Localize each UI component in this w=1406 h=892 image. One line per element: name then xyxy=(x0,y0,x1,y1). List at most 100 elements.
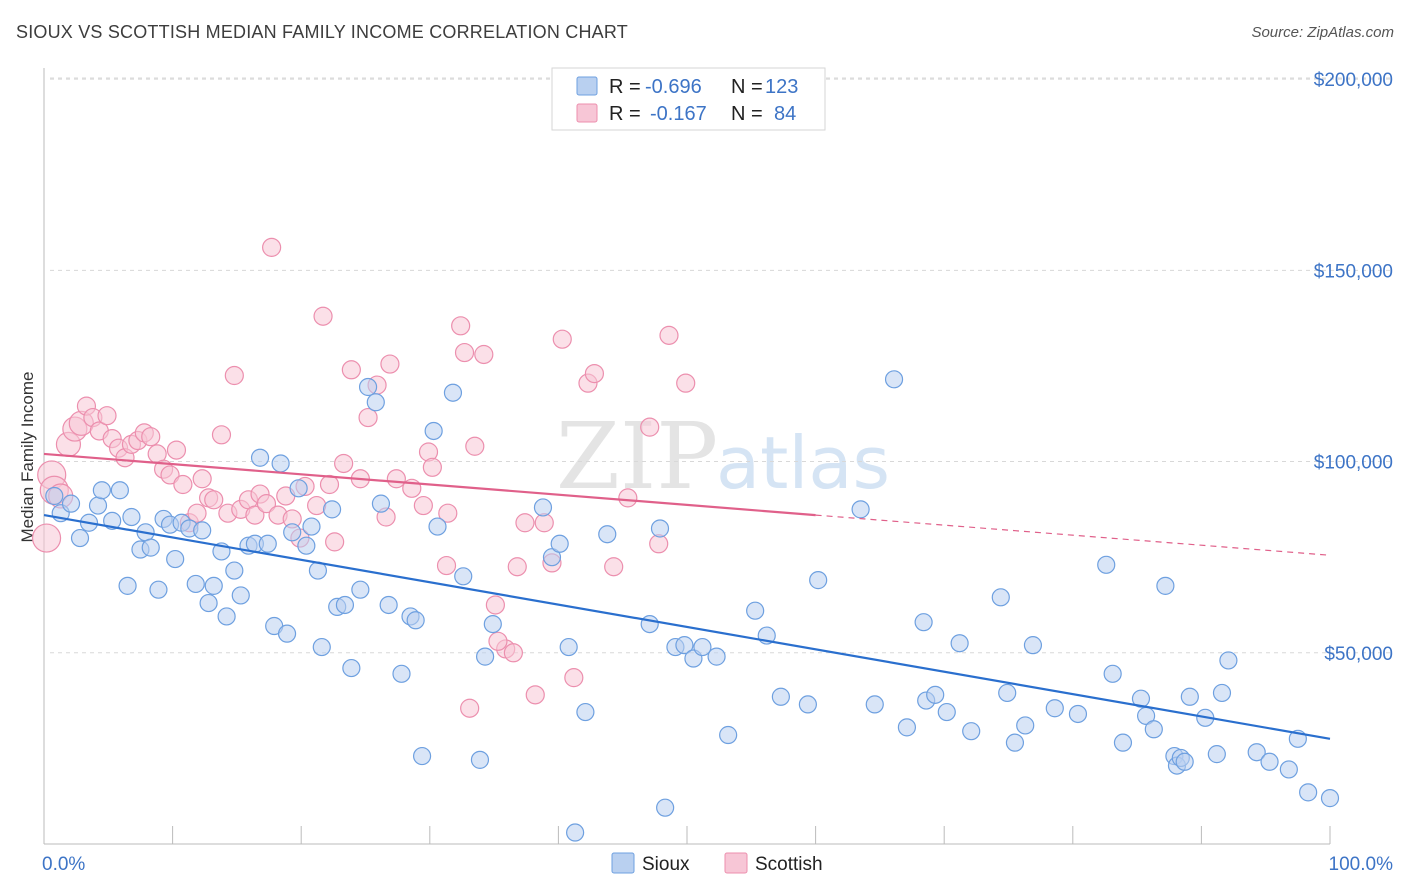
sioux-point xyxy=(798,695,817,714)
scottish-point xyxy=(245,505,265,525)
bottom-legend-swatch-scottish xyxy=(724,852,748,874)
sioux-point xyxy=(166,549,185,569)
legend-r-value-scottish: -0.167 xyxy=(650,103,707,125)
y-tick-label: $150,000 xyxy=(1314,261,1393,282)
scottish-point xyxy=(454,342,475,363)
x-tick-label-max: 100.0% xyxy=(1329,854,1394,875)
scottish-point xyxy=(525,685,545,705)
sioux-point xyxy=(851,500,870,519)
sioux-point xyxy=(70,528,90,548)
sioux-point xyxy=(351,580,370,599)
scottish-point xyxy=(474,344,494,365)
sioux-point xyxy=(110,481,129,500)
y-axis-label: Median Family Income xyxy=(18,371,37,542)
sioux-point xyxy=(199,593,218,613)
sioux-point xyxy=(926,685,945,704)
scottish-point xyxy=(166,440,187,460)
sioux-point xyxy=(707,647,726,666)
legend-r-label-scottish: R = xyxy=(609,103,641,125)
y-tick-labels: $50,000 $100,000 $150,000 $200,000 xyxy=(1314,70,1393,665)
scottish-point xyxy=(187,503,207,523)
bottom-legend-label-scottish: Scottish xyxy=(755,854,823,875)
x-ticks xyxy=(43,826,1331,844)
sioux-point xyxy=(406,611,425,630)
scottish-point xyxy=(618,488,638,508)
sioux-point xyxy=(297,536,316,555)
sioux-point xyxy=(914,613,933,632)
sioux-point xyxy=(475,647,495,666)
scottish-point xyxy=(325,532,345,552)
sioux-point xyxy=(865,695,884,714)
legend-r-label-sioux: R = xyxy=(609,76,641,98)
sioux-point xyxy=(443,383,463,402)
scottish-point xyxy=(141,427,161,447)
sioux-trend-line xyxy=(43,514,1331,740)
grid-lines xyxy=(50,77,1393,654)
sioux-point xyxy=(1175,752,1194,771)
sioux-point xyxy=(258,534,277,553)
sioux-point xyxy=(483,614,502,634)
sioux-point xyxy=(1180,687,1199,706)
sioux-point xyxy=(1247,743,1266,762)
scottish-point xyxy=(211,425,232,445)
scottish-point xyxy=(319,474,340,495)
legend-r-value-sioux: -0.696 xyxy=(645,76,702,98)
scottish-point xyxy=(262,237,282,257)
sioux-point xyxy=(719,725,738,745)
bottom-legend-label-sioux: Sioux xyxy=(642,854,690,875)
sioux-point xyxy=(217,607,236,626)
scottish-point xyxy=(334,453,354,474)
sioux-point xyxy=(1113,733,1133,752)
x-tick-label-min: 0.0% xyxy=(42,854,85,875)
sioux-point xyxy=(358,377,378,397)
sioux-point xyxy=(1144,720,1163,739)
scottish-point xyxy=(640,417,660,437)
scottish-point xyxy=(422,457,442,477)
sioux-point xyxy=(225,561,244,580)
sioux-point xyxy=(141,538,160,557)
scottish-point xyxy=(31,523,62,553)
sioux-point xyxy=(675,636,694,655)
sioux-point xyxy=(693,637,712,657)
sioux-point xyxy=(250,448,270,467)
sioux-point xyxy=(598,525,617,544)
sioux-point xyxy=(897,718,917,737)
sioux-point xyxy=(937,702,956,722)
trend-lines xyxy=(43,452,1331,740)
scottish-point xyxy=(503,643,523,663)
scottish-point xyxy=(307,495,327,516)
sioux-point xyxy=(335,595,355,615)
sioux-point xyxy=(412,746,432,766)
sioux-point xyxy=(454,567,473,586)
scottish-point xyxy=(341,360,361,380)
sioux-point xyxy=(312,637,331,657)
sioux-point xyxy=(428,517,447,536)
sioux-point xyxy=(1131,689,1151,708)
y-tick-label: $100,000 xyxy=(1314,453,1393,474)
series-legend: Sioux Scottish xyxy=(611,852,823,875)
sioux-point xyxy=(342,658,361,678)
scottish-point xyxy=(358,407,378,428)
sioux-point xyxy=(566,823,585,842)
sioux-point xyxy=(283,523,302,542)
scottish-point xyxy=(256,494,277,514)
sioux-point xyxy=(103,511,122,530)
legend-n-label-scottish: N = xyxy=(731,103,763,125)
scottish-point xyxy=(173,474,193,495)
sioux-point xyxy=(746,601,765,620)
scottish-point xyxy=(386,469,406,489)
sioux-point xyxy=(122,507,141,527)
sioux-point xyxy=(1156,576,1175,595)
sioux-point xyxy=(656,798,675,817)
sioux-point xyxy=(88,496,108,515)
sioux-point xyxy=(379,595,398,615)
scottish-point xyxy=(564,668,584,688)
sioux-point xyxy=(424,421,443,441)
sioux-point xyxy=(1016,716,1035,735)
sioux-point xyxy=(884,370,904,389)
scottish-point xyxy=(97,406,117,426)
sioux-point xyxy=(991,588,1010,607)
sioux-point xyxy=(366,393,385,412)
sioux-point xyxy=(559,637,578,657)
